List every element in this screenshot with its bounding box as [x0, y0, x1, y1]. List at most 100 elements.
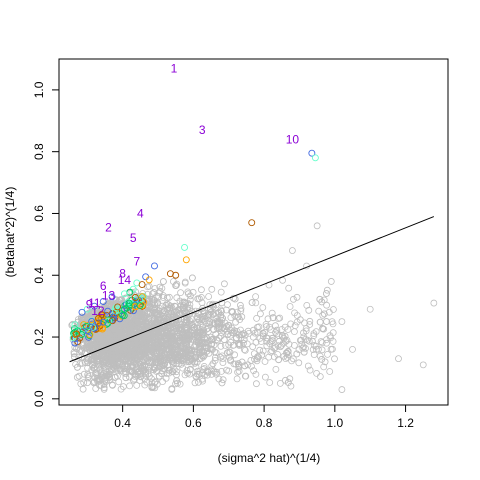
x-tick-label: 0.8 [256, 416, 273, 430]
background-point [247, 356, 255, 364]
y-tick-label: 0.4 [32, 267, 46, 284]
background-point [212, 349, 220, 357]
highlighted-point [138, 302, 146, 309]
background-point [213, 336, 221, 344]
background-point [182, 319, 190, 327]
point-label: 12 [91, 304, 105, 318]
background-point [109, 361, 117, 368]
point-label: 13 [102, 288, 116, 302]
background-point [272, 365, 280, 373]
background-point [91, 374, 99, 382]
background-point [131, 345, 139, 353]
highlighted-point [145, 276, 153, 284]
background-point [252, 293, 260, 301]
background-point [191, 379, 199, 387]
highlighted-point [95, 314, 103, 322]
background-point [158, 370, 166, 378]
background-point [306, 366, 314, 374]
background-point [101, 377, 109, 385]
background-point [323, 286, 331, 294]
background-point [203, 371, 211, 379]
background-point [153, 300, 161, 307]
background-point [185, 358, 193, 366]
background-point [235, 340, 243, 348]
background-point [312, 345, 320, 353]
background-point [181, 279, 189, 287]
background-point [150, 309, 158, 317]
highlighted-points-layer [71, 149, 319, 338]
background-point [171, 316, 179, 323]
background-point [280, 334, 288, 342]
highlighted-point [119, 311, 126, 319]
highlighted-point [132, 303, 140, 311]
background-point [100, 384, 108, 392]
background-point [180, 298, 188, 306]
y-tick-label: 0.2 [32, 328, 46, 345]
background-point [200, 348, 208, 356]
background-point [104, 336, 111, 344]
background-point [305, 337, 313, 345]
background-point [77, 380, 85, 388]
background-point [225, 341, 233, 349]
background-point [275, 332, 283, 339]
highlighted-point [109, 317, 116, 325]
highlighted-point [78, 308, 86, 316]
highlighted-point [120, 290, 128, 298]
background-point [85, 372, 92, 380]
background-point [208, 285, 216, 293]
highlighted-point [172, 271, 180, 279]
background-point [252, 370, 260, 378]
background-point [169, 360, 177, 368]
background-point [176, 309, 184, 317]
background-point [164, 324, 172, 332]
background-point [290, 341, 298, 349]
background-point [86, 342, 94, 350]
background-point [241, 362, 249, 370]
background-point [313, 222, 321, 230]
background-point [238, 331, 246, 339]
background-point [188, 329, 196, 337]
background-point [211, 357, 219, 364]
background-point [197, 354, 205, 362]
background-point [313, 369, 321, 377]
highlighted-point [108, 293, 116, 301]
background-point [253, 357, 261, 365]
background-point [240, 336, 248, 344]
background-point [172, 380, 180, 388]
background-point [187, 350, 195, 358]
background-point [148, 383, 156, 391]
background-point [191, 350, 199, 358]
background-point [286, 375, 294, 383]
background-point [93, 341, 101, 348]
background-point [271, 322, 279, 330]
background-point [206, 318, 214, 326]
background-point [249, 333, 257, 341]
x-tick-label: 1.2 [397, 416, 414, 430]
background-point [90, 354, 98, 362]
background-point [322, 290, 330, 297]
background-point [172, 346, 179, 354]
background-point [146, 341, 154, 349]
background-point [230, 294, 237, 302]
background-point [108, 330, 115, 338]
background-point [193, 358, 201, 366]
background-point [218, 379, 226, 387]
background-point [165, 293, 173, 301]
background-point [205, 293, 213, 300]
background-point [183, 341, 191, 349]
background-point [288, 357, 296, 365]
background-point [278, 333, 286, 341]
background-point [284, 379, 292, 386]
background-point [224, 331, 232, 339]
highlighted-point [125, 299, 133, 307]
background-point [237, 305, 245, 312]
background-point [261, 373, 269, 381]
background-point [175, 355, 182, 362]
background-point [250, 367, 258, 375]
background-point [227, 356, 235, 364]
background-point [366, 305, 374, 313]
highlighted-point [83, 305, 91, 313]
background-point [130, 343, 138, 351]
background-point [240, 346, 248, 354]
background-point [133, 381, 141, 389]
